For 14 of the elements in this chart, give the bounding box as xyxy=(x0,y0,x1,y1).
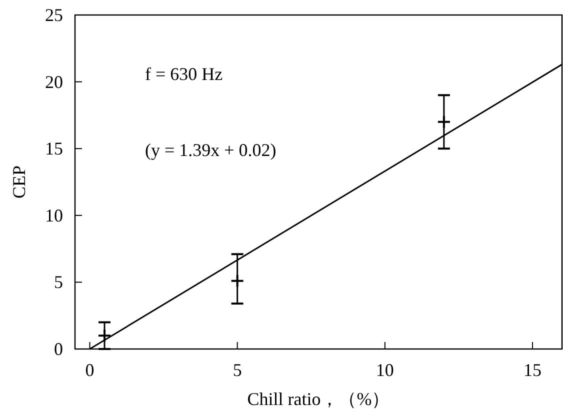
y-tick-label: 0 xyxy=(54,339,63,359)
y-tick-label: 15 xyxy=(45,138,63,159)
x-tick-label: 15 xyxy=(523,360,542,380)
annotation: f = 630 Hz xyxy=(145,64,223,84)
x-tick-label: 5 xyxy=(232,360,242,380)
y-tick-label: 5 xyxy=(54,272,63,292)
y-tick-label: 20 xyxy=(45,72,63,92)
y-tick-label: 25 xyxy=(45,5,63,25)
annotation: (y = 1.39x + 0.02) xyxy=(145,140,276,160)
x-tick-label: 10 xyxy=(376,360,394,380)
x-axis-title: Chill ratio，（%） xyxy=(247,389,390,409)
y-tick-label: 10 xyxy=(45,205,63,226)
y-axis-title: CEP xyxy=(9,165,29,199)
x-tick-label: 0 xyxy=(85,360,94,380)
